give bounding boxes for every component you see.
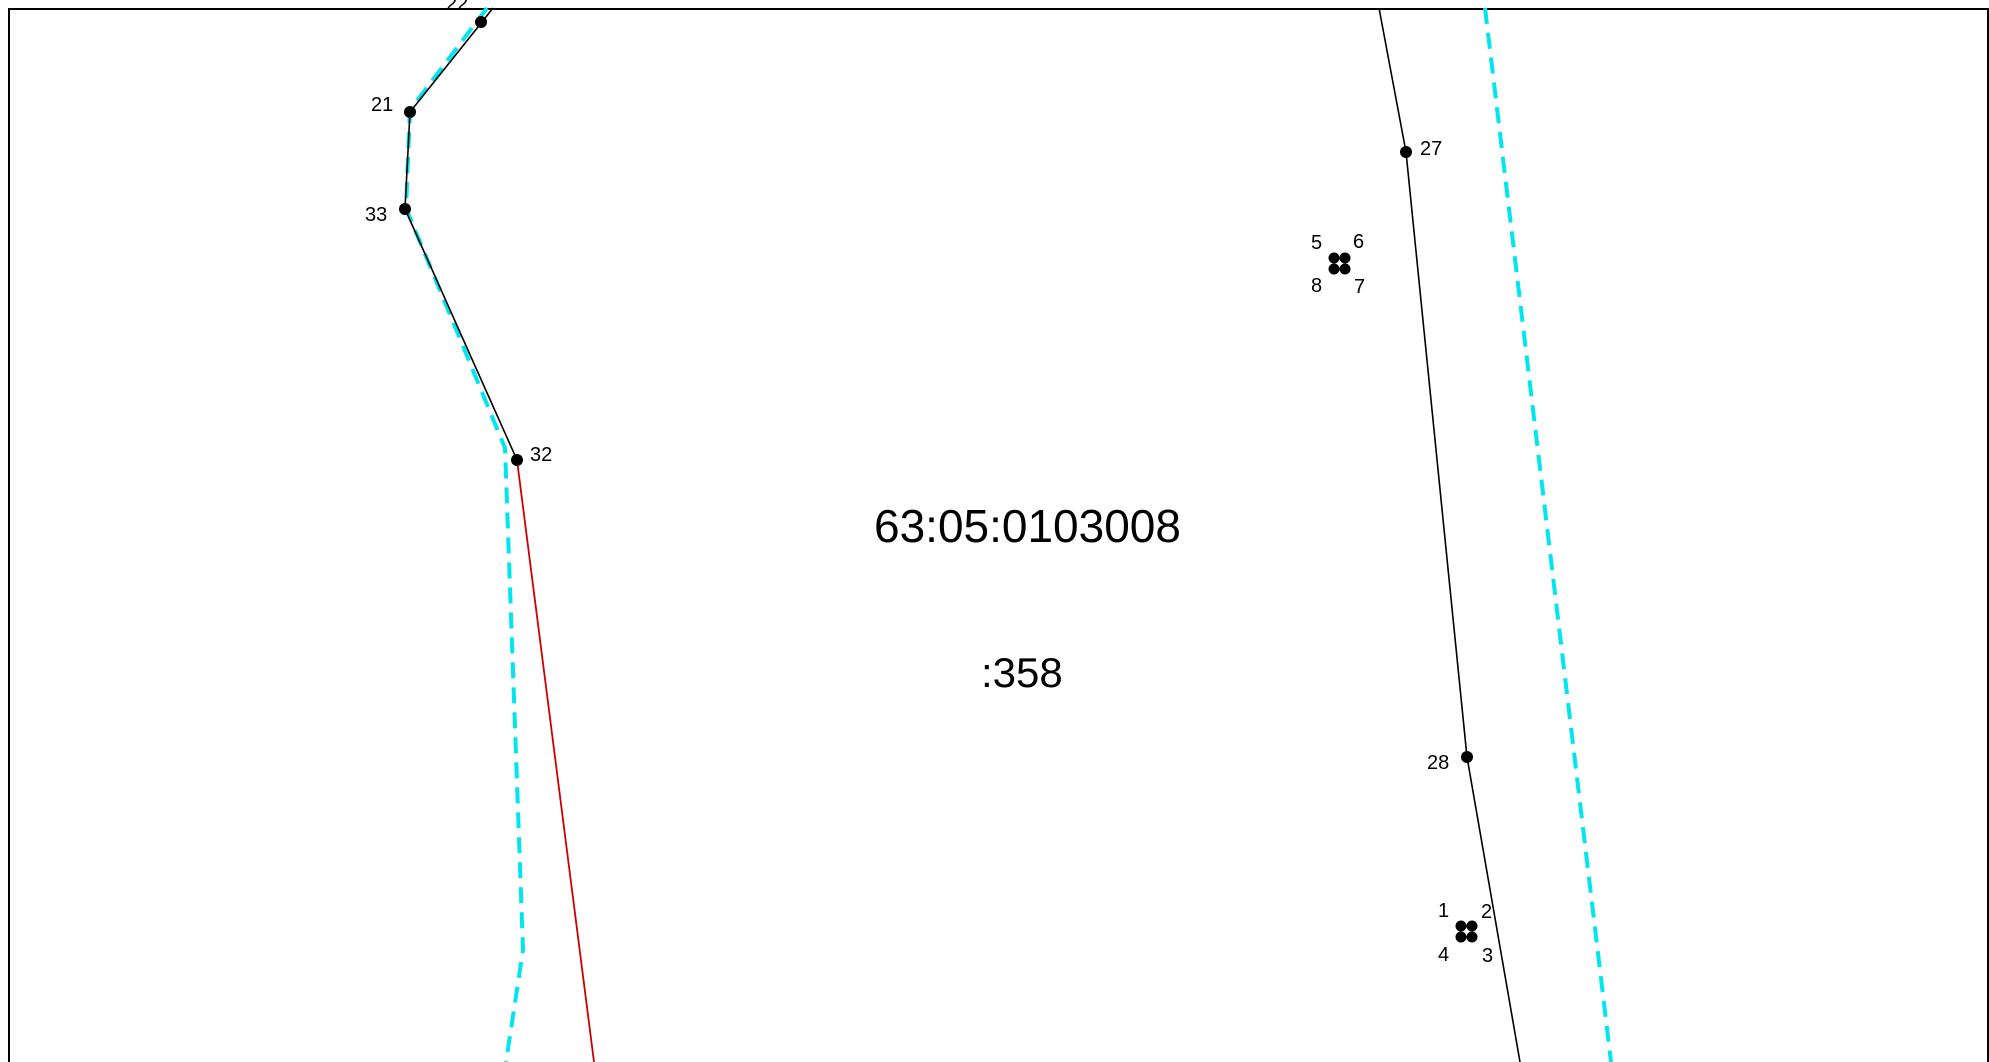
point-7-label: 7 xyxy=(1354,276,1365,298)
point-8-label: 8 xyxy=(1311,275,1322,297)
boundary-points xyxy=(399,16,1478,943)
parcel-number-label: :358 xyxy=(981,649,1063,696)
point-33-label: 33 xyxy=(365,204,387,226)
point-33-marker xyxy=(399,203,411,215)
point-32-marker xyxy=(511,454,523,466)
point-4-marker xyxy=(1455,931,1467,943)
point-2-marker xyxy=(1466,920,1478,932)
point-4-label: 4 xyxy=(1438,944,1449,966)
point-3-label: 3 xyxy=(1482,945,1493,967)
point-27-label: 27 xyxy=(1420,138,1442,160)
point-6-marker xyxy=(1339,252,1351,264)
point-1-label: 1 xyxy=(1438,900,1449,922)
point-22-label: 22 xyxy=(446,0,468,15)
point-22-marker xyxy=(475,16,487,28)
parcel-boundary-right xyxy=(1378,7,1521,1062)
dashed-boundary-right xyxy=(1483,7,1613,1062)
point-5-label: 5 xyxy=(1311,232,1322,254)
point-1-marker xyxy=(1455,920,1467,932)
point-32-label: 32 xyxy=(530,444,552,466)
point-21-marker xyxy=(404,106,416,118)
dashed-boundary-left xyxy=(403,6,526,1062)
point-2-label: 2 xyxy=(1481,901,1492,923)
point-28-marker xyxy=(1461,751,1473,763)
cadastral-quarter-label: 63:05:0103008 xyxy=(874,500,1181,552)
red-boundary-line xyxy=(516,459,595,1062)
point-7-marker xyxy=(1339,263,1351,275)
point-3-marker xyxy=(1466,931,1478,943)
map-frame xyxy=(8,8,1989,1062)
point-5-marker xyxy=(1328,252,1340,264)
point-6-label: 6 xyxy=(1353,231,1364,253)
point-28-label: 28 xyxy=(1427,752,1449,774)
point-8-marker xyxy=(1328,263,1340,275)
point-27-marker xyxy=(1400,146,1412,158)
point-21-label: 21 xyxy=(371,94,393,116)
